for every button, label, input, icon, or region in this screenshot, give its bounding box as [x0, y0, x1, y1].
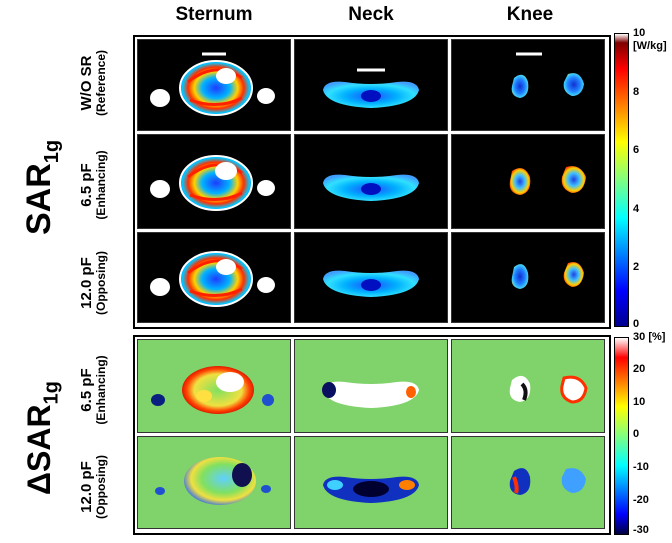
group-label-delta-sub: 1g: [40, 381, 63, 405]
knee-image: [452, 233, 604, 322]
sternum-image: [138, 135, 290, 228]
row-label-line2: (Opposing): [93, 251, 108, 315]
sar-map-knee-enhancing: [451, 134, 605, 229]
group-label-sar1g: SAR1g: [20, 125, 70, 235]
sar-map-neck-opposing: [294, 232, 448, 323]
colorbar-delta-tick: -20: [633, 494, 649, 506]
colorbar-delta-tick-max: 30: [633, 331, 646, 343]
row-label-line1: 12.0 pF: [78, 257, 95, 309]
sar-map-sternum-enhancing: [137, 134, 291, 229]
group-label-delta-sar1g: ΔSAR1g: [21, 375, 71, 495]
row-label-line1: 12.0 pF: [78, 461, 95, 513]
neck-image: [295, 40, 447, 130]
row-label-12pf-bottom: 12.0 pF (Opposing): [78, 442, 129, 532]
colorbar-delta-gradient: [615, 338, 628, 534]
delta-map-neck-enhancing: [294, 339, 448, 433]
colorbar-sar-tick: 0: [633, 318, 640, 330]
row-label-line2: (Enhancing): [93, 150, 108, 220]
sar-map-knee-opposing: [451, 232, 605, 323]
sar-map-sternum-reference: [137, 39, 291, 131]
row-label-12pf-top: 12.0 pF (Opposing): [78, 238, 129, 328]
row-label-line1: 6.5 pF: [78, 163, 95, 207]
sar-map-neck-reference: [294, 39, 448, 131]
neck-diff-image: [295, 340, 447, 432]
delta-map-neck-opposing: [294, 436, 448, 529]
neck-image: [295, 135, 447, 228]
colorbar-delta-tick: 20: [633, 363, 646, 375]
row-label-line2: (Reference): [93, 49, 108, 117]
delta-map-knee-enhancing: [451, 339, 605, 433]
colorbar-delta-tick: 30 [%]: [633, 331, 665, 343]
sar-map-knee-reference: [451, 39, 605, 131]
column-header-knee: Knee: [506, 4, 554, 25]
knee-image: [452, 40, 604, 130]
sar-map-block: [133, 35, 611, 329]
row-label-6-5pf-top: 6.5 pF (Enhancing): [78, 140, 129, 230]
colorbar-delta-tick: -10: [633, 461, 649, 473]
delta-map-sternum-opposing: [137, 436, 291, 529]
neck-image: [295, 233, 447, 322]
colorbar-sar-tick: 8: [633, 86, 640, 98]
row-label-line2: (Enhancing): [93, 355, 108, 425]
colorbar-delta-tick: -30: [633, 524, 649, 536]
colorbar-delta-tick: 10: [633, 396, 646, 408]
row-label-6-5pf-bottom: 6.5 pF (Enhancing): [78, 345, 129, 435]
knee-image: [452, 135, 604, 228]
sternum-diff-image: [138, 437, 290, 528]
delta-map-sternum-enhancing: [137, 339, 291, 433]
knee-diff-image: [452, 437, 604, 528]
sternum-diff-image: [138, 340, 290, 432]
row-label-line1: W/O SR: [78, 55, 95, 111]
colorbar-delta: [614, 337, 629, 535]
colorbar-sar-tick: 10: [633, 27, 646, 39]
colorbar-sar: [614, 33, 629, 327]
colorbar-delta-tick: 0: [633, 428, 640, 440]
colorbar-sar-tick: 4: [633, 203, 640, 215]
group-label-sar1g-main: SAR: [20, 163, 58, 235]
sar-map-sternum-opposing: [137, 232, 291, 323]
colorbar-sar-gradient: [615, 34, 628, 326]
colorbar-delta-unit: [%]: [648, 331, 666, 343]
column-header-sternum: Sternum: [175, 4, 253, 25]
delta-map-knee-opposing: [451, 436, 605, 529]
column-header-neck: Neck: [348, 4, 394, 25]
sar-map-neck-enhancing: [294, 134, 448, 229]
neck-diff-image: [295, 437, 447, 528]
delta-sar-map-block: [133, 335, 611, 535]
row-label-line2: (Opposing): [93, 455, 108, 519]
colorbar-sar-tick: 2: [633, 261, 640, 273]
colorbar-sar-tick: 6: [633, 144, 640, 156]
group-label-sar1g-sub: 1g: [40, 139, 63, 164]
sternum-image: [138, 40, 290, 130]
colorbar-sar-unit: [W/kg]: [633, 40, 667, 52]
row-label-line1: 6.5 pF: [78, 368, 95, 412]
sternum-image: [138, 233, 290, 322]
group-label-delta-prefix: Δ: [21, 472, 57, 495]
knee-diff-image: [452, 340, 604, 432]
row-label-wo-sr: W/O SR (Reference): [78, 38, 129, 128]
group-label-delta-main: SAR: [21, 404, 57, 472]
